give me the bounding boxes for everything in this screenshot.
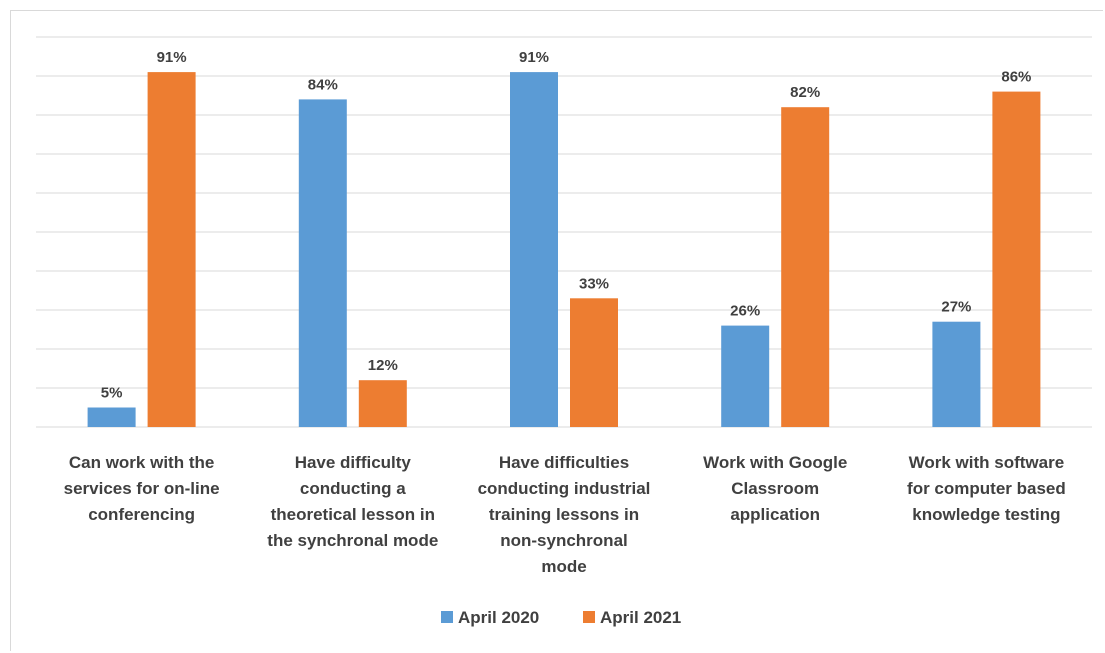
data-labels: 5% 91% 84% 12% 91% 33% 26% 82% 27% 86% bbox=[101, 49, 1032, 401]
category-label: Work with software bbox=[909, 453, 1065, 472]
category-label: Have difficulty bbox=[295, 453, 412, 472]
category-label: for computer based bbox=[907, 479, 1066, 498]
category-label: conducting industrial bbox=[478, 479, 651, 498]
bar-april-2021-4 bbox=[992, 91, 1041, 427]
legend-label: April 2021 bbox=[600, 608, 681, 627]
category-label: conferencing bbox=[88, 505, 195, 524]
data-label: 91% bbox=[519, 49, 549, 66]
data-label: 82% bbox=[790, 84, 820, 101]
legend: April 2020 April 2021 bbox=[441, 608, 681, 627]
category-label: mode bbox=[541, 557, 586, 576]
category-label: Classroom bbox=[731, 479, 819, 498]
chart-frame bbox=[10, 10, 1103, 651]
category-label: training lessons in bbox=[489, 505, 639, 524]
legend-swatch-april-2020 bbox=[441, 611, 453, 623]
category-label: theoretical lesson in bbox=[271, 505, 435, 524]
bar-april-2020-3 bbox=[721, 325, 770, 427]
gridlines bbox=[36, 36, 1092, 428]
legend-swatch-april-2021 bbox=[583, 611, 595, 623]
data-label: 91% bbox=[157, 49, 187, 66]
data-label: 12% bbox=[368, 357, 398, 374]
bar-april-2020-0 bbox=[87, 407, 136, 427]
data-label: 5% bbox=[101, 385, 123, 402]
data-label: 27% bbox=[941, 299, 971, 316]
bar-april-2020-1 bbox=[298, 99, 347, 428]
data-label: 26% bbox=[730, 303, 760, 320]
bar-april-2020-4 bbox=[932, 321, 981, 427]
category-label: Work with Google bbox=[703, 453, 847, 472]
bar-april-2021-0 bbox=[147, 72, 196, 427]
bar-april-2021-1 bbox=[358, 380, 407, 427]
category-label: conducting a bbox=[300, 479, 406, 498]
bar-april-2020-2 bbox=[510, 72, 558, 427]
bars bbox=[87, 72, 1041, 428]
category-label: knowledge testing bbox=[912, 505, 1060, 524]
legend-label: April 2020 bbox=[458, 608, 539, 627]
category-label: Have difficulties bbox=[499, 453, 629, 472]
category-label: non-synchronal bbox=[500, 531, 628, 550]
bar-april-2021-3 bbox=[781, 107, 830, 427]
category-label: Can work with the bbox=[69, 453, 214, 472]
bar-april-2021-2 bbox=[570, 298, 618, 427]
data-label: 33% bbox=[579, 275, 609, 292]
data-label: 84% bbox=[308, 76, 338, 93]
category-label: services for on-line bbox=[64, 479, 220, 498]
category-label: application bbox=[730, 505, 820, 524]
data-label: 86% bbox=[1001, 69, 1031, 86]
category-labels: Can work with the services for on-line con… bbox=[64, 453, 1066, 576]
category-label: the synchronal mode bbox=[267, 531, 438, 550]
